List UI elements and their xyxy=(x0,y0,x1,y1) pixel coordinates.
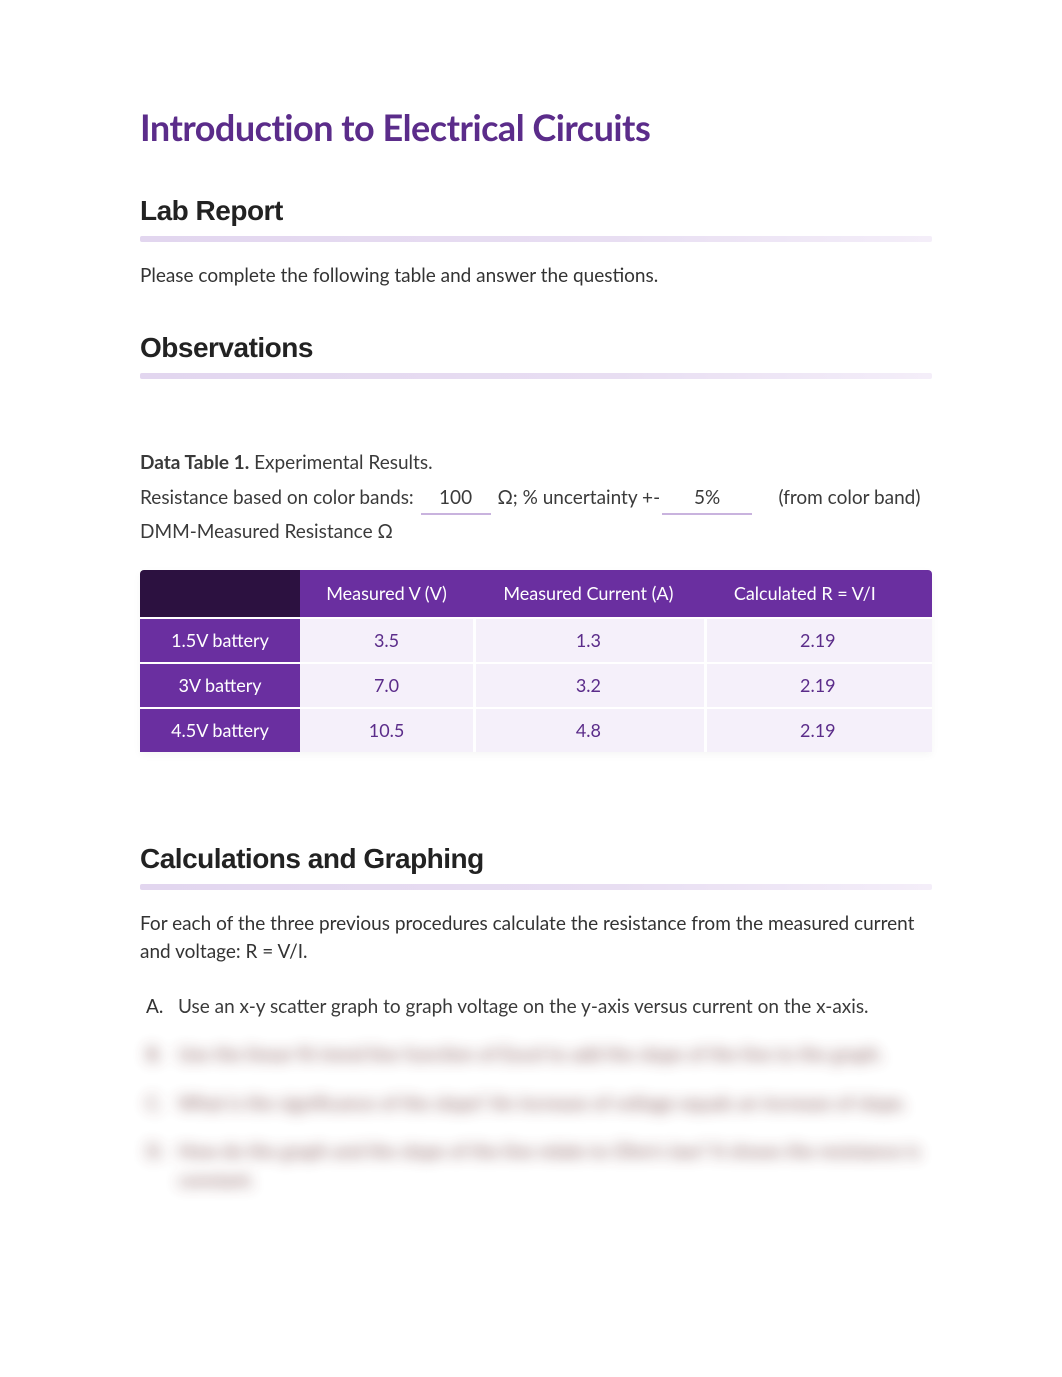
res-prefix: Resistance based on color bands: xyxy=(140,486,414,509)
res-unit-unc-label: Ω; % uncertainty +- xyxy=(497,486,660,509)
table-header-row: Measured V (V) Measured Current (A) Calc… xyxy=(140,570,932,618)
section-underline xyxy=(140,373,932,379)
cell-resistance: 2.19 xyxy=(704,663,932,708)
cell-voltage: 7.0 xyxy=(300,663,473,708)
cell-current: 3.2 xyxy=(473,663,704,708)
table-header-resistance: Calculated R = V/I xyxy=(704,570,932,618)
dmm-resistance-line: DMM-Measured Resistance Ω xyxy=(140,517,932,547)
data-table-1: Measured V (V) Measured Current (A) Calc… xyxy=(140,570,932,752)
row-header: 3V battery xyxy=(140,663,300,708)
step-a: Use an x-y scatter graph to graph voltag… xyxy=(140,983,932,1032)
resistance-color-band-line: Resistance based on color bands: 100 Ω; … xyxy=(140,483,932,515)
res-suffix: (from color band) xyxy=(778,486,920,509)
table-caption: Data Table 1. Experimental Results. xyxy=(140,449,932,478)
calc-intro: For each of the three previous procedure… xyxy=(140,910,932,967)
spacer xyxy=(140,752,932,802)
experimental-results-table: Measured V (V) Measured Current (A) Calc… xyxy=(140,570,932,752)
table-caption-text: Experimental Results. xyxy=(249,451,432,474)
section-heading-calculations: Calculations and Graphing xyxy=(140,838,932,880)
page-title: Introduction to Electrical Circuits xyxy=(140,100,932,154)
step-b-blurred: Use the linear fit trend line function o… xyxy=(140,1031,932,1080)
table-header-voltage: Measured V (V) xyxy=(300,570,473,618)
cell-resistance: 2.19 xyxy=(704,708,932,752)
table-row: 4.5V battery 10.5 4.8 2.19 xyxy=(140,708,932,752)
cell-current: 1.3 xyxy=(473,618,704,663)
cell-current: 4.8 xyxy=(473,708,704,752)
section-heading-observations: Observations xyxy=(140,327,932,369)
lab-report-intro: Please complete the following table and … xyxy=(140,262,932,291)
uncertainty-value-field[interactable]: 5% xyxy=(662,483,752,515)
section-underline xyxy=(140,236,932,242)
table-row: 1.5V battery 3.5 1.3 2.19 xyxy=(140,618,932,663)
table-caption-bold: Data Table 1. xyxy=(140,451,249,474)
res-value-field[interactable]: 100 xyxy=(421,483,491,515)
cell-resistance: 2.19 xyxy=(704,618,932,663)
table-header-blank xyxy=(140,570,300,618)
cell-voltage: 3.5 xyxy=(300,618,473,663)
cell-voltage: 10.5 xyxy=(300,708,473,752)
spacer xyxy=(140,399,932,449)
row-header: 4.5V battery xyxy=(140,708,300,752)
step-c-blurred: What is the significance of the slope? A… xyxy=(140,1080,932,1129)
section-heading-lab-report: Lab Report xyxy=(140,190,932,232)
step-d-blurred: How do the graph and the slope of the li… xyxy=(140,1128,932,1205)
table-row: 3V battery 7.0 3.2 2.19 xyxy=(140,663,932,708)
section-underline xyxy=(140,884,932,890)
row-header: 1.5V battery xyxy=(140,618,300,663)
calc-steps-list: Use an x-y scatter graph to graph voltag… xyxy=(140,983,932,1206)
table-header-current: Measured Current (A) xyxy=(473,570,704,618)
